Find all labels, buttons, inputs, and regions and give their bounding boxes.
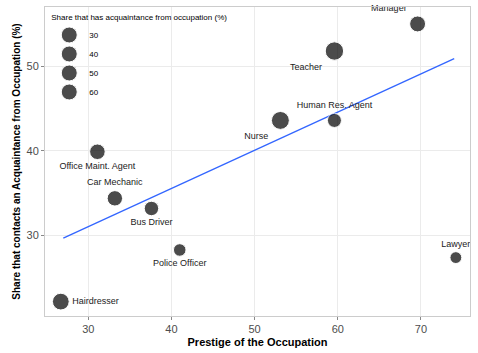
svg-text:Teacher: Teacher <box>290 62 322 72</box>
svg-text:50: 50 <box>89 69 98 78</box>
svg-text:Car Mechanic: Car Mechanic <box>87 177 143 187</box>
svg-text:Hairdresser: Hairdresser <box>72 296 119 306</box>
svg-text:40: 40 <box>27 145 39 157</box>
svg-text:Manager: Manager <box>371 3 407 13</box>
svg-text:Prestige of the Occupation: Prestige of the Occupation <box>188 336 328 348</box>
svg-text:30: 30 <box>89 31 98 40</box>
svg-text:60: 60 <box>332 323 344 335</box>
svg-text:50: 50 <box>248 323 260 335</box>
svg-text:Police Officer: Police Officer <box>153 258 206 268</box>
svg-text:40: 40 <box>89 50 98 59</box>
svg-text:50: 50 <box>27 60 39 72</box>
svg-text:Bus Driver: Bus Driver <box>130 217 172 227</box>
svg-text:60: 60 <box>89 88 98 97</box>
svg-text:Share that contacts an Acquain: Share that contacts an Acquaintance from… <box>11 23 22 299</box>
svg-text:30: 30 <box>82 323 94 335</box>
svg-text:Lawyer: Lawyer <box>441 239 470 249</box>
svg-text:30: 30 <box>27 229 39 241</box>
svg-text:40: 40 <box>165 323 177 335</box>
svg-text:Nurse: Nurse <box>244 131 268 141</box>
svg-text:Share that has acquaintance fr: Share that has acquaintance from occupat… <box>51 13 227 22</box>
svg-text:70: 70 <box>415 323 427 335</box>
svg-text:Human Res. Agent: Human Res. Agent <box>297 100 373 110</box>
svg-text:Office Maint. Agent: Office Maint. Agent <box>59 161 135 171</box>
